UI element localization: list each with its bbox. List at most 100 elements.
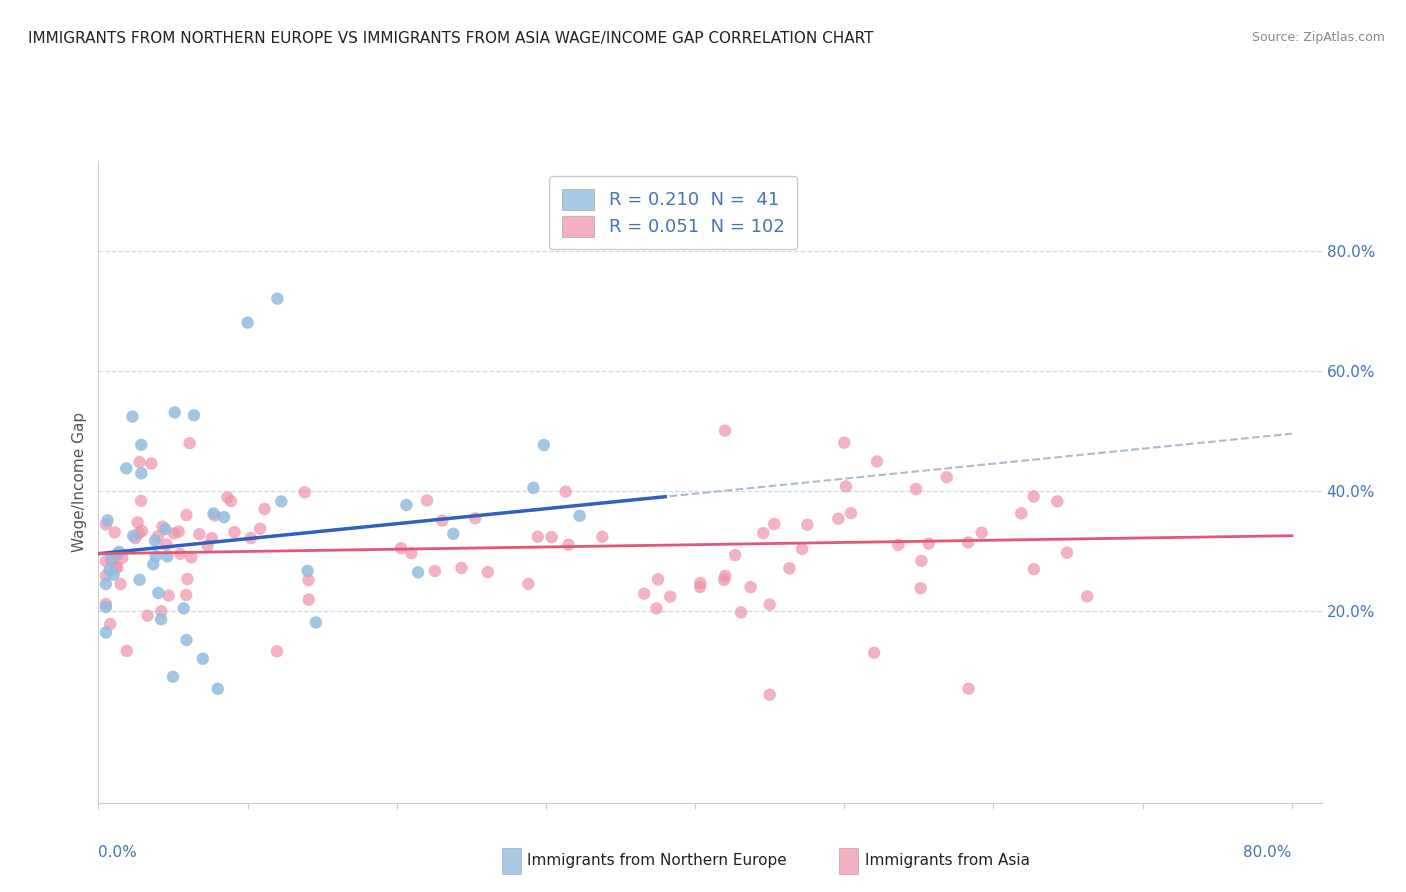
Point: [201, 531, 224, 545]
Point: [122, 529, 145, 543]
Point: [827, 512, 849, 526]
Point: [94, 625, 117, 640]
Point: [957, 681, 980, 696]
Point: [441, 526, 464, 541]
Point: [183, 409, 205, 423]
Point: [94, 577, 117, 591]
Point: [155, 537, 177, 551]
Point: [167, 524, 190, 539]
Point: [568, 508, 591, 523]
Point: [94, 568, 117, 582]
Point: [104, 525, 127, 540]
Point: [115, 461, 138, 475]
Point: [174, 588, 197, 602]
Point: [905, 482, 928, 496]
Point: [863, 646, 886, 660]
Point: [752, 526, 775, 541]
Point: [796, 517, 818, 532]
Point: [110, 577, 132, 591]
Point: [131, 524, 153, 538]
Point: [105, 560, 128, 574]
Point: [156, 549, 179, 564]
Point: [131, 467, 153, 481]
Point: [406, 566, 429, 580]
Point: [121, 409, 143, 424]
Point: [689, 576, 711, 591]
Point: [477, 565, 499, 579]
Point: [389, 541, 412, 556]
Point: [180, 550, 202, 565]
Point: [910, 581, 932, 595]
Point: [659, 590, 682, 604]
Point: [554, 484, 576, 499]
Point: [266, 644, 288, 658]
Point: [202, 507, 225, 521]
Point: [1022, 562, 1045, 576]
Point: [204, 508, 226, 523]
Point: [647, 573, 669, 587]
Point: [730, 606, 752, 620]
Point: [236, 316, 259, 330]
Point: [94, 517, 117, 532]
Point: [108, 545, 131, 559]
Point: [527, 530, 550, 544]
Point: [169, 547, 191, 561]
Point: [111, 551, 134, 566]
Point: [162, 670, 184, 684]
Legend: R = 0.210  N =  41, R = 0.051  N = 102: R = 0.210 N = 41, R = 0.051 N = 102: [550, 176, 797, 250]
Point: [866, 454, 889, 468]
Point: [395, 498, 418, 512]
Point: [305, 615, 328, 630]
Point: [464, 511, 486, 525]
Point: [239, 531, 262, 545]
Point: [714, 569, 737, 583]
Point: [145, 549, 167, 564]
Point: [1046, 494, 1069, 508]
Point: [253, 502, 276, 516]
Point: [297, 573, 319, 587]
Point: [212, 510, 235, 524]
Text: Immigrants from Asia: Immigrants from Asia: [865, 854, 1029, 868]
Point: [778, 561, 800, 575]
Point: [97, 513, 120, 527]
Point: [155, 522, 177, 536]
Point: [401, 546, 423, 560]
Point: [224, 525, 246, 540]
Point: [98, 563, 121, 577]
Point: [152, 519, 174, 533]
Text: 80.0%: 80.0%: [1243, 845, 1292, 860]
Point: [792, 541, 814, 556]
Point: [163, 526, 186, 541]
Point: [633, 587, 655, 601]
Point: [713, 573, 735, 587]
Point: [128, 455, 150, 469]
Point: [103, 567, 125, 582]
Point: [957, 535, 980, 549]
Point: [724, 548, 747, 562]
Point: [150, 612, 173, 626]
Point: [910, 554, 932, 568]
Point: [557, 538, 579, 552]
Point: [128, 526, 150, 541]
Point: [176, 572, 198, 586]
Point: [763, 517, 786, 532]
Point: [533, 438, 555, 452]
Point: [887, 538, 910, 552]
Point: [758, 688, 780, 702]
Point: [179, 436, 201, 450]
Text: 0.0%: 0.0%: [98, 845, 138, 860]
Point: [522, 481, 544, 495]
Point: [591, 530, 613, 544]
Point: [1056, 546, 1078, 560]
Point: [124, 531, 146, 545]
Point: [432, 514, 454, 528]
Point: [740, 580, 762, 594]
Text: IMMIGRANTS FROM NORTHERN EUROPE VS IMMIGRANTS FROM ASIA WAGE/INCOME GAP CORRELAT: IMMIGRANTS FROM NORTHERN EUROPE VS IMMIG…: [28, 31, 873, 46]
Point: [146, 529, 169, 543]
Point: [104, 560, 127, 574]
Point: [148, 586, 170, 600]
Point: [115, 644, 138, 658]
Point: [450, 561, 472, 575]
Point: [918, 536, 941, 550]
Point: [645, 601, 668, 615]
